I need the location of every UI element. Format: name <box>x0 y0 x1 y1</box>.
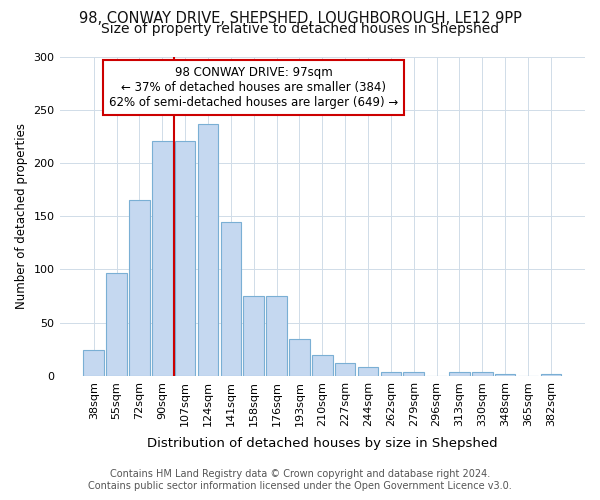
Bar <box>175 140 196 376</box>
X-axis label: Distribution of detached houses by size in Shepshed: Distribution of detached houses by size … <box>147 437 497 450</box>
Bar <box>221 222 241 376</box>
Text: 98 CONWAY DRIVE: 97sqm
← 37% of detached houses are smaller (384)
62% of semi-de: 98 CONWAY DRIVE: 97sqm ← 37% of detached… <box>109 66 398 109</box>
Bar <box>244 296 264 376</box>
Bar <box>335 363 355 376</box>
Text: Size of property relative to detached houses in Shepshed: Size of property relative to detached ho… <box>101 22 499 36</box>
Bar <box>380 372 401 376</box>
Bar <box>106 272 127 376</box>
Bar <box>472 372 493 376</box>
Bar <box>312 354 332 376</box>
Bar <box>266 296 287 376</box>
Bar <box>129 200 150 376</box>
Bar <box>541 374 561 376</box>
Bar <box>495 374 515 376</box>
Bar <box>83 350 104 376</box>
Bar <box>152 140 173 376</box>
Bar <box>403 372 424 376</box>
Bar <box>449 372 470 376</box>
Bar <box>198 124 218 376</box>
Bar <box>289 338 310 376</box>
Y-axis label: Number of detached properties: Number of detached properties <box>15 123 28 309</box>
Text: Contains HM Land Registry data © Crown copyright and database right 2024.
Contai: Contains HM Land Registry data © Crown c… <box>88 470 512 491</box>
Bar <box>358 368 378 376</box>
Text: 98, CONWAY DRIVE, SHEPSHED, LOUGHBOROUGH, LE12 9PP: 98, CONWAY DRIVE, SHEPSHED, LOUGHBOROUGH… <box>79 11 521 26</box>
